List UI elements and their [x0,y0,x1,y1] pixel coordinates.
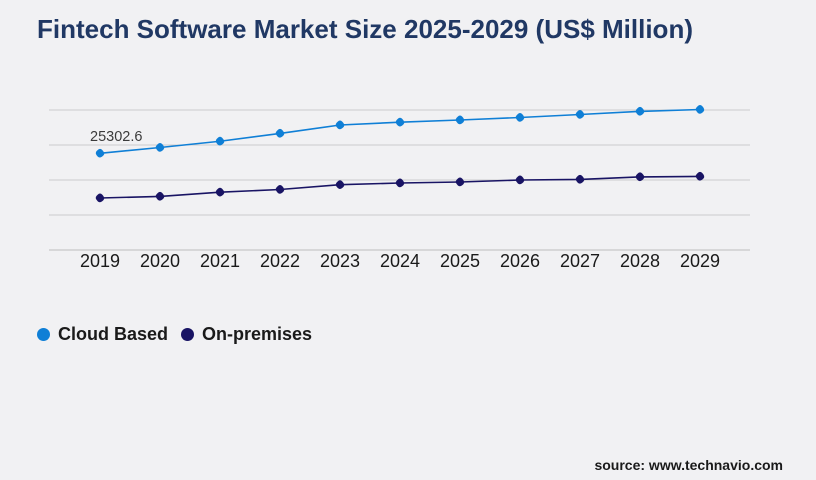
svg-text:2020: 2020 [140,251,180,271]
svg-text:2019: 2019 [80,251,120,271]
svg-text:2024: 2024 [380,251,420,271]
svg-text:2028: 2028 [620,251,660,271]
svg-text:2022: 2022 [260,251,300,271]
svg-text:2029: 2029 [680,251,720,271]
svg-text:2021: 2021 [200,251,240,271]
svg-text:2025: 2025 [440,251,480,271]
svg-text:2026: 2026 [500,251,540,271]
svg-text:2023: 2023 [320,251,360,271]
svg-text:2027: 2027 [560,251,600,271]
svg-text:25302.6: 25302.6 [90,129,142,145]
